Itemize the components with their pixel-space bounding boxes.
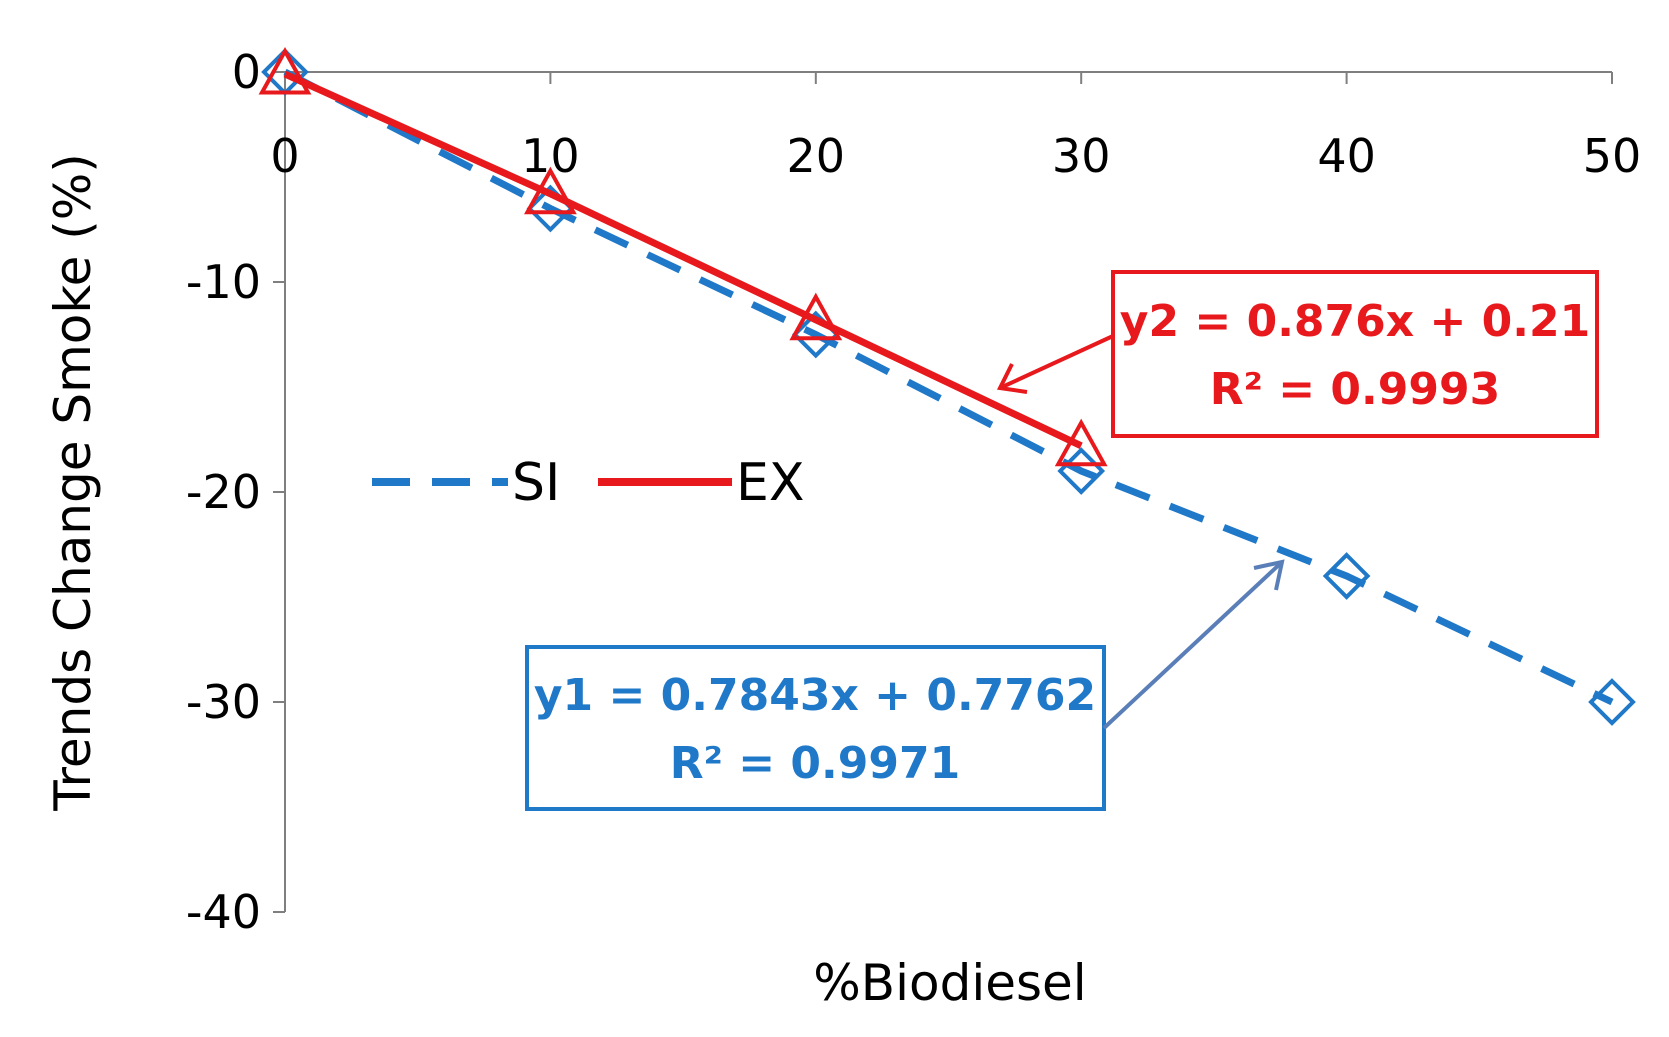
y-tick-labels: 0 -10 -20 -30 -40 xyxy=(186,45,261,939)
ex-equation-line1: y2 = 0.876x + 0.21 xyxy=(1120,296,1590,347)
legend-label-ex: EX xyxy=(736,453,804,513)
data-point-ex xyxy=(258,46,312,95)
si-equation-annotation: y1 = 0.7843x + 0.7762 R² = 0.9971 xyxy=(525,559,1285,811)
y-tick-label: -30 xyxy=(186,675,261,729)
ex-annotation-arrow xyxy=(999,334,1114,390)
si-equation-box xyxy=(525,645,1106,811)
x-tick-label: 0 xyxy=(270,129,299,183)
legend: SI EX xyxy=(372,453,804,513)
y-tick-label: 0 xyxy=(232,45,261,99)
axes xyxy=(273,71,1613,913)
si-equation-line2: R² = 0.9971 xyxy=(670,738,960,789)
series-line-si xyxy=(283,68,1614,706)
legend-label-si: SI xyxy=(512,453,560,513)
y-tick-label: -40 xyxy=(186,885,261,939)
y-axis-title: Trends Change Smoke (%) xyxy=(44,153,102,812)
series-layer xyxy=(258,46,1636,726)
si-equation-line1: y1 = 0.7843x + 0.7762 xyxy=(534,670,1096,721)
x-tick-label: 50 xyxy=(1583,129,1642,183)
ex-equation-line2: R² = 0.9993 xyxy=(1210,364,1500,415)
si-annotation-arrow xyxy=(1102,560,1284,730)
data-point-ex xyxy=(1054,418,1108,467)
data-point-si xyxy=(1322,552,1371,600)
series-line-ex xyxy=(283,70,1083,449)
x-tick-labels: 0 10 20 30 40 50 xyxy=(270,129,1641,183)
data-point-ex xyxy=(789,292,843,341)
x-axis-title: %Biodiesel xyxy=(813,954,1086,1012)
ex-annotation-arrowhead xyxy=(996,363,1028,394)
series-ex xyxy=(258,46,1108,467)
x-tick-label: 40 xyxy=(1317,129,1376,183)
si-annotation-arrowhead xyxy=(1253,559,1285,591)
ex-equation-annotation: y2 = 0.876x + 0.21 R² = 0.9993 xyxy=(996,270,1599,438)
x-tick-label: 20 xyxy=(787,129,846,183)
y-tick-label: -10 xyxy=(186,255,261,309)
x-tick-label: 30 xyxy=(1052,129,1111,183)
data-point-ex xyxy=(524,166,577,215)
y-tick-label: -20 xyxy=(186,465,261,519)
ex-equation-box xyxy=(1111,270,1599,438)
data-point-si xyxy=(1588,678,1636,726)
